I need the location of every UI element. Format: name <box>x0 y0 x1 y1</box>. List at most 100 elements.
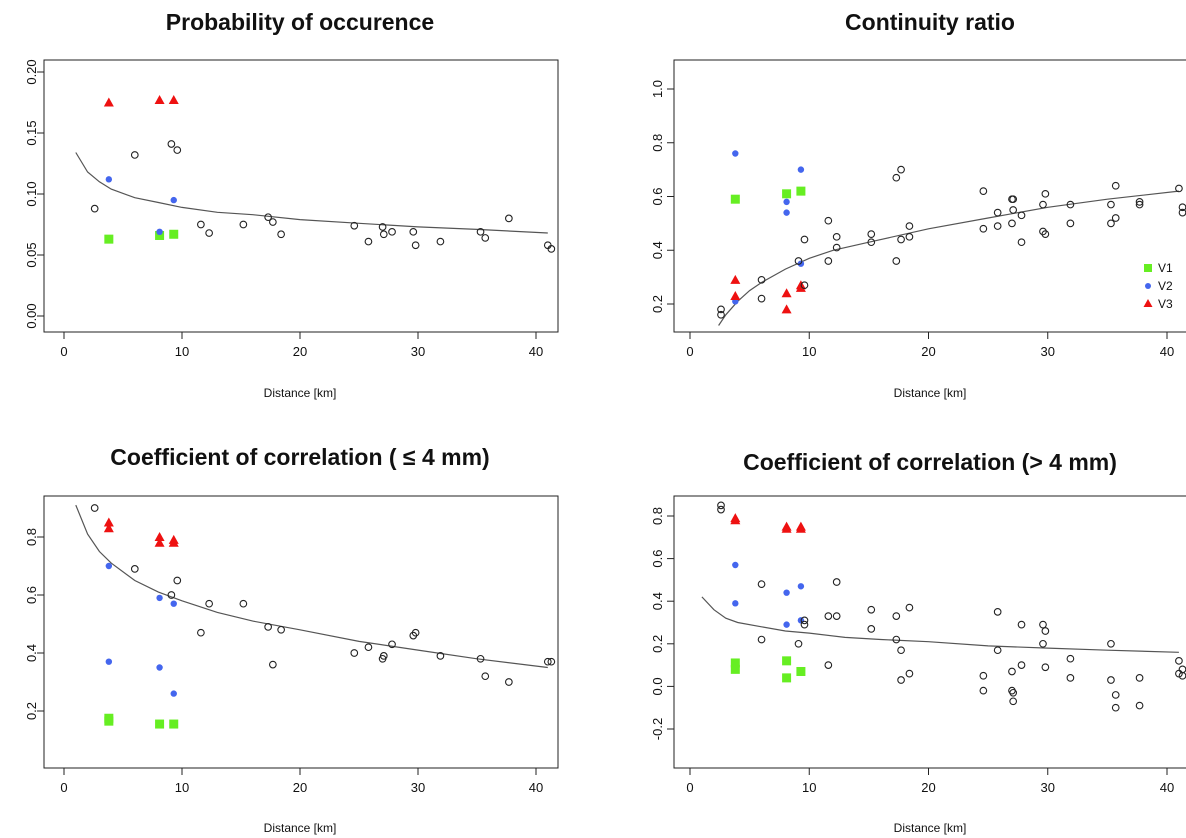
data-point-other <box>993 208 1002 217</box>
data-point-other <box>1009 206 1018 214</box>
data-point-other <box>350 221 359 230</box>
data-point-other <box>905 222 914 230</box>
data-point-other <box>167 591 176 599</box>
x-tick-label: 30 <box>1041 344 1055 359</box>
legend-label-v3: V3 <box>1158 297 1173 311</box>
chart-title: Coefficient of correlation ( ≤ 4 mm) <box>110 444 489 470</box>
data-point-other <box>867 625 876 633</box>
data-point-other <box>892 635 901 644</box>
plot-frame <box>43 495 559 769</box>
data-point-other <box>1135 701 1144 710</box>
data-point-other <box>130 565 139 573</box>
x-axis-label: Distance [km] <box>894 386 967 400</box>
x-tick-label: 10 <box>802 780 816 795</box>
data-point-other <box>1009 697 1018 706</box>
y-tick-label: 0.6 <box>650 550 665 568</box>
data-point-v3 <box>795 523 806 533</box>
data-point-other <box>757 275 766 284</box>
x-axis-label: Distance [km] <box>264 821 337 835</box>
data-point-other <box>409 227 418 236</box>
data-point-other <box>1066 200 1075 209</box>
y-tick-label: 0.20 <box>24 59 39 84</box>
data-point-other <box>1009 195 1018 204</box>
x-tick-label: 10 <box>175 344 189 359</box>
data-point-other <box>979 671 988 680</box>
plot-contents <box>701 501 1186 712</box>
data-point-other <box>1017 238 1026 247</box>
fitted-curve <box>75 504 548 669</box>
data-point-v3 <box>103 97 114 107</box>
x-tick-label: 0 <box>686 780 693 795</box>
data-point-other <box>1107 219 1115 228</box>
data-point-other <box>897 235 905 244</box>
data-point-other <box>269 660 277 669</box>
data-point-v2 <box>156 664 163 671</box>
data-point-other <box>1107 200 1115 209</box>
data-point-other <box>1039 620 1047 629</box>
data-point-other <box>800 281 809 290</box>
data-point-other <box>411 628 420 637</box>
data-point-v3 <box>154 95 165 105</box>
data-point-v3 <box>103 523 114 533</box>
y-tick-label: 0.2 <box>650 295 665 313</box>
data-point-other <box>264 623 272 631</box>
data-point-other <box>197 628 205 637</box>
data-point-other <box>1107 639 1115 648</box>
plot-contents <box>75 504 556 729</box>
y-tick-label: 0.2 <box>24 702 39 720</box>
data-point-other <box>1066 654 1075 663</box>
plot-contents <box>75 95 556 253</box>
data-point-v2 <box>105 562 113 570</box>
data-point-other <box>1175 184 1183 193</box>
data-point-other <box>794 257 803 265</box>
data-point-other <box>1111 181 1120 190</box>
data-point-v3 <box>730 290 741 300</box>
data-point-v3 <box>730 274 741 284</box>
data-point-other <box>388 227 396 236</box>
data-point-v2 <box>797 583 805 590</box>
data-point-other <box>1111 214 1120 222</box>
y-tick-label: 0.2 <box>650 635 665 653</box>
data-point-other <box>905 603 914 612</box>
data-point-other <box>867 605 876 614</box>
data-point-other <box>717 310 725 319</box>
data-point-other <box>1066 219 1075 228</box>
data-point-other <box>832 243 841 252</box>
data-point-other <box>205 599 213 608</box>
data-point-other <box>897 646 905 655</box>
data-point-v3 <box>103 517 114 527</box>
fitted-curve <box>701 596 1179 653</box>
data-point-other <box>867 230 876 238</box>
plot-contents <box>717 150 1186 326</box>
data-point-other <box>481 234 490 242</box>
data-point-other <box>264 213 272 222</box>
data-point-v3 <box>781 523 792 533</box>
data-point-other <box>897 165 905 174</box>
data-point-other <box>411 241 420 250</box>
data-point-other <box>824 257 833 265</box>
x-tick-label: 40 <box>1160 780 1174 795</box>
data-point-v1 <box>155 719 165 729</box>
data-point-other <box>505 214 513 223</box>
data-point-other <box>1008 667 1016 676</box>
data-point-other <box>167 140 176 148</box>
data-point-other <box>867 238 876 247</box>
data-point-other <box>239 220 248 229</box>
data-point-other <box>379 230 388 239</box>
data-point-v2 <box>783 198 790 206</box>
data-point-v2 <box>797 166 805 173</box>
data-point-v1 <box>104 716 114 726</box>
data-point-v2 <box>105 658 113 665</box>
y-tick-label: 1.0 <box>650 80 665 98</box>
x-tick-label: 10 <box>802 344 816 359</box>
x-tick-label: 20 <box>921 344 935 359</box>
legend-label-v2: V2 <box>1158 279 1173 293</box>
data-point-v2 <box>732 150 739 157</box>
data-point-other <box>547 657 556 666</box>
data-point-v1 <box>796 186 806 196</box>
data-point-v2 <box>783 209 790 216</box>
y-tick-label: 0.00 <box>24 303 39 328</box>
data-point-other <box>757 580 766 589</box>
data-point-v1 <box>796 666 806 676</box>
